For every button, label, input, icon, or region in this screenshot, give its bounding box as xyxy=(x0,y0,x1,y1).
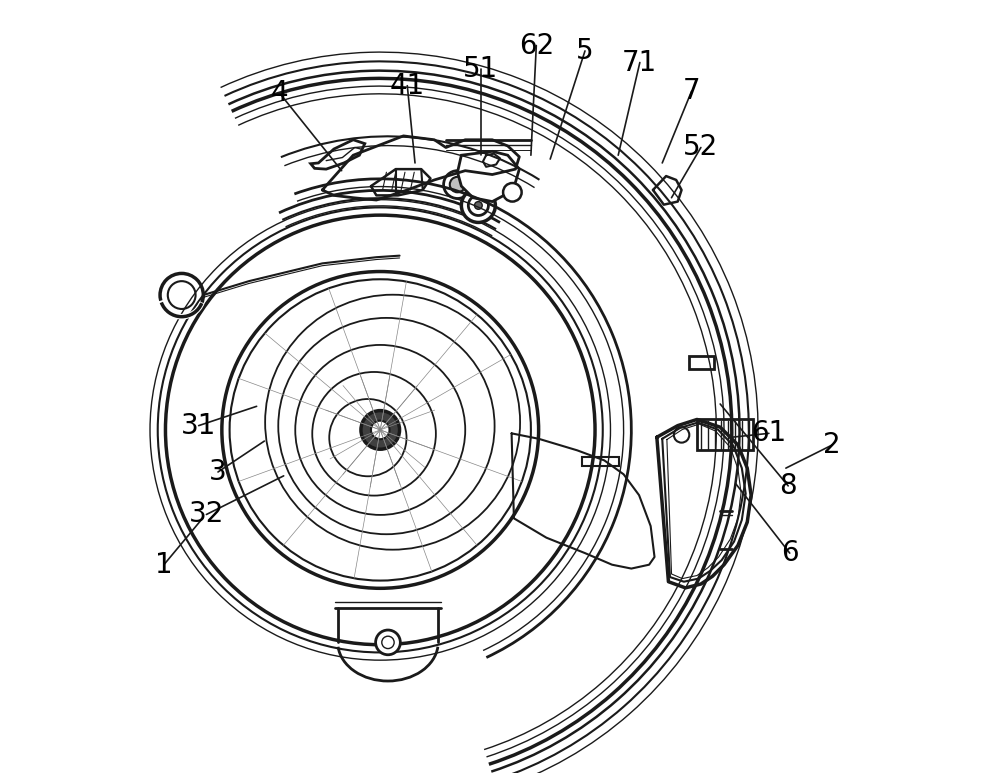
Circle shape xyxy=(361,411,400,449)
Text: 31: 31 xyxy=(181,412,216,440)
Text: 52: 52 xyxy=(683,133,719,162)
Text: 51: 51 xyxy=(463,55,498,83)
Text: 6: 6 xyxy=(781,539,799,567)
Text: 32: 32 xyxy=(189,501,224,529)
Circle shape xyxy=(444,171,471,198)
Text: 8: 8 xyxy=(779,472,797,500)
Circle shape xyxy=(376,630,400,655)
Text: 61: 61 xyxy=(751,420,786,447)
Text: 71: 71 xyxy=(622,49,657,77)
Circle shape xyxy=(371,420,390,439)
Text: 2: 2 xyxy=(823,431,841,459)
Text: 1: 1 xyxy=(155,550,173,579)
Circle shape xyxy=(475,201,482,209)
Text: 7: 7 xyxy=(683,77,700,105)
Polygon shape xyxy=(458,152,519,201)
Text: 3: 3 xyxy=(209,458,227,486)
Text: 5: 5 xyxy=(576,37,594,65)
Bar xyxy=(582,457,619,466)
Polygon shape xyxy=(311,140,365,170)
Circle shape xyxy=(450,176,465,192)
Bar xyxy=(697,420,753,450)
Text: 41: 41 xyxy=(390,72,425,100)
Text: 4: 4 xyxy=(271,80,289,108)
Circle shape xyxy=(461,188,495,222)
Bar xyxy=(689,356,714,369)
Text: 62: 62 xyxy=(519,32,554,60)
Circle shape xyxy=(503,183,522,201)
